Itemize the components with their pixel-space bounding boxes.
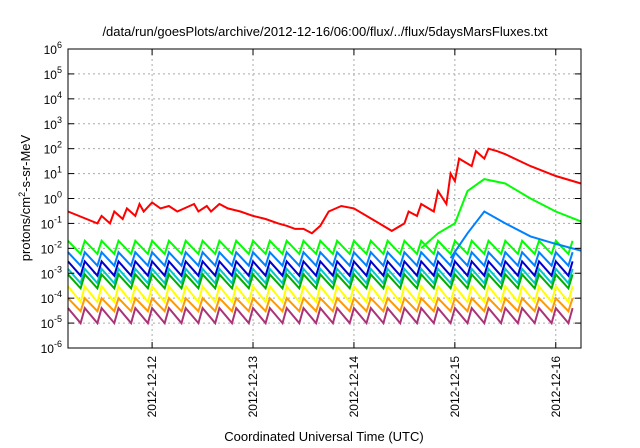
y-axis-label: protons/cm2-s-sr-MeV <box>17 134 33 261</box>
y-tick-label: 102 <box>44 140 62 157</box>
x-tick-label: 2012-12-12 <box>145 356 159 418</box>
x-axis-label: Coordinated Universal Time (UTC) <box>224 429 423 444</box>
series-group <box>67 147 582 326</box>
x-axis: 2012-12-12 2012-12-13 2012-12-14 2012-12-15… <box>145 49 563 417</box>
y-tick-label: 10-2 <box>41 239 62 256</box>
band-line-3 <box>67 266 574 286</box>
band-line-6 <box>67 296 574 314</box>
chart-title: /data/run/goesPlots/archive/2012-12-16/0… <box>102 24 548 39</box>
y-tick-label: 106 <box>44 40 62 57</box>
y-tick-label: 100 <box>44 190 62 207</box>
y-tick-label: 10-3 <box>41 264 62 281</box>
series-line-1 <box>420 178 582 250</box>
y-tick-label: 105 <box>44 65 62 82</box>
y-tick-label: 104 <box>44 90 62 107</box>
band-line-7 <box>67 306 574 326</box>
y-tick-label: 10-4 <box>41 289 62 306</box>
x-tick-label: 2012-12-14 <box>347 356 361 418</box>
y-tick-label: 10-5 <box>41 314 62 331</box>
y-axis: 10-6 10-5 10-4 10-3 10-2 10-1 100 101 102 103 104 1… <box>41 40 581 356</box>
y-tick-label: 10-6 <box>41 339 62 356</box>
band-line-2 <box>67 259 574 278</box>
band-line-4 <box>67 272 574 291</box>
grid <box>68 49 581 348</box>
x-tick-label: 2012-12-13 <box>246 356 260 418</box>
y-tick-label: 10-1 <box>41 214 62 231</box>
band-line-0 <box>67 238 574 256</box>
series-line-2 <box>449 210 582 259</box>
y-tick-label: 103 <box>44 115 62 132</box>
band-line-1 <box>67 250 574 268</box>
band-line-5 <box>67 284 574 305</box>
x-tick-label: 2012-12-15 <box>448 356 462 418</box>
x-tick-label: 2012-12-16 <box>549 356 563 418</box>
y-tick-label: 101 <box>44 165 62 182</box>
series-line-0 <box>67 147 582 235</box>
